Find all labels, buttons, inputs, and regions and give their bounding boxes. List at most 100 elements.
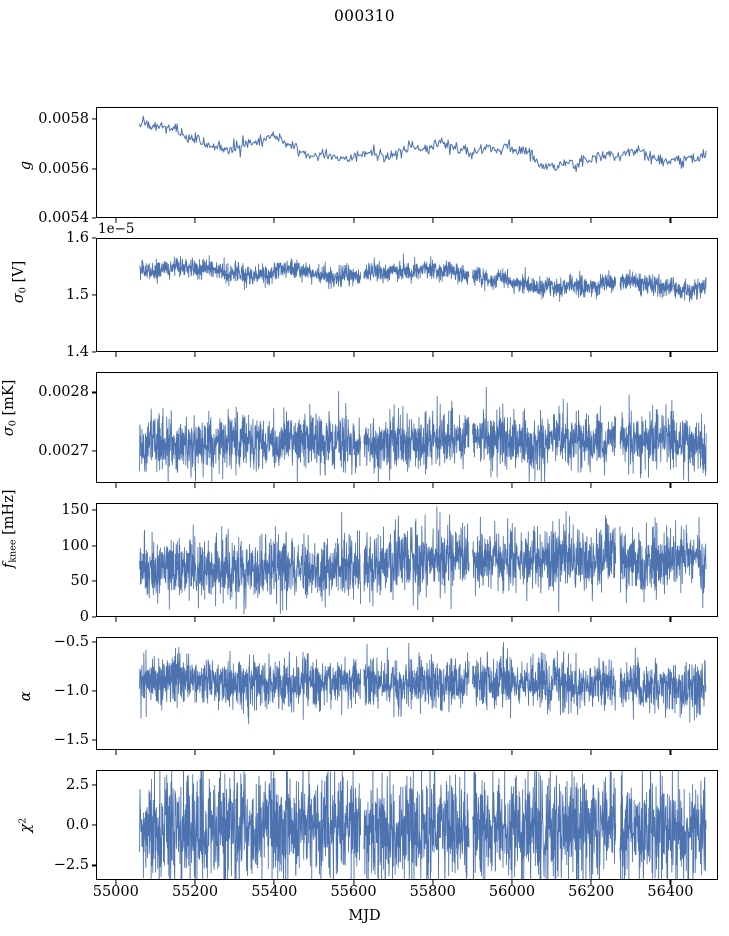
x-tick-mark bbox=[590, 880, 592, 885]
x-tick-mark bbox=[590, 218, 592, 223]
data-series-panel-2 bbox=[139, 253, 707, 303]
x-tick-mark bbox=[352, 352, 355, 357]
x-tick-mark bbox=[194, 352, 196, 357]
series-path bbox=[139, 386, 707, 482]
data-series-panel-4 bbox=[139, 506, 707, 615]
x-tick-mark bbox=[115, 352, 117, 357]
series-path bbox=[139, 641, 707, 725]
y-tick-mark bbox=[91, 824, 96, 826]
y-tick-mark bbox=[91, 168, 96, 170]
x-tick-mark bbox=[273, 483, 275, 488]
y-tick-mark bbox=[91, 118, 96, 120]
x-tick-label: 56400 bbox=[647, 884, 694, 900]
x-tick-mark bbox=[194, 218, 196, 223]
x-tick-mark bbox=[273, 617, 275, 622]
y-tick-mark bbox=[91, 237, 96, 239]
y-tick-mark bbox=[91, 690, 96, 692]
data-series-panel-1 bbox=[139, 115, 707, 173]
x-tick-label: 56000 bbox=[488, 884, 536, 900]
figure-title: 000310 bbox=[334, 7, 395, 25]
y-tick-label: 2.5 bbox=[65, 776, 89, 793]
x-tick-mark bbox=[432, 352, 434, 357]
x-tick-mark bbox=[273, 750, 275, 755]
y-axis-offset-text: 1e−5 bbox=[98, 221, 135, 237]
y-tick-label: 1.4 bbox=[65, 343, 89, 360]
x-tick-mark bbox=[511, 617, 513, 622]
y-tick-label: −2.5 bbox=[53, 857, 89, 874]
y-tick-label: 150 bbox=[61, 501, 89, 518]
data-series-panel-6 bbox=[139, 771, 707, 879]
x-tick-mark bbox=[590, 750, 592, 755]
y-tick-mark bbox=[91, 450, 96, 452]
y-tick-label: −1.5 bbox=[53, 731, 89, 748]
y-tick-label: 1.5 bbox=[65, 286, 89, 303]
x-tick-mark bbox=[115, 218, 117, 223]
x-tick-mark bbox=[590, 483, 592, 488]
series-path bbox=[139, 253, 707, 303]
x-tick-mark bbox=[352, 218, 355, 223]
axes-frame-panel-6 bbox=[96, 770, 718, 880]
y-tick-mark bbox=[91, 351, 96, 353]
y-tick-label: 0.0056 bbox=[38, 160, 89, 177]
y-tick-label: 50 bbox=[70, 573, 89, 590]
data-series-panel-5 bbox=[139, 641, 707, 725]
x-tick-mark bbox=[115, 617, 117, 622]
x-tick-mark bbox=[669, 352, 671, 357]
x-tick-mark bbox=[352, 483, 355, 488]
y-tick-label: 0.0027 bbox=[38, 442, 89, 459]
y-tick-mark bbox=[91, 391, 96, 393]
x-tick-mark bbox=[511, 352, 513, 357]
x-tick-mark bbox=[273, 352, 275, 357]
x-axis-label: MJD bbox=[348, 908, 381, 924]
x-tick-mark bbox=[352, 750, 355, 755]
x-tick-mark bbox=[352, 617, 355, 622]
x-tick-mark bbox=[432, 483, 434, 488]
x-tick-mark bbox=[511, 483, 513, 488]
axes-frame-panel-1 bbox=[96, 107, 718, 218]
series-path bbox=[139, 771, 707, 879]
x-tick-mark bbox=[432, 880, 434, 885]
y-tick-mark bbox=[91, 217, 96, 219]
axes-frame-panel-5 bbox=[96, 637, 718, 750]
x-tick-mark bbox=[352, 880, 355, 885]
y-tick-mark bbox=[91, 616, 96, 618]
y-tick-mark bbox=[91, 509, 96, 511]
x-tick-mark bbox=[511, 218, 513, 223]
y-tick-label: −0.5 bbox=[53, 633, 89, 650]
x-tick-mark bbox=[115, 483, 117, 488]
plot-panel-6: χ2 −2.5 0.0 2.5 bbox=[17, 770, 718, 885]
x-tick-mark bbox=[194, 617, 196, 622]
x-tick-mark bbox=[194, 880, 196, 885]
x-tick-mark bbox=[432, 617, 434, 622]
x-tick-label: 55800 bbox=[409, 884, 456, 900]
plot-panel-4: fknee [mHz] 0 50 100 150 bbox=[1, 489, 718, 624]
y-tick-mark bbox=[91, 294, 96, 296]
axes-frame-panel-2 bbox=[96, 238, 718, 352]
y-tick-mark bbox=[91, 784, 96, 786]
x-tick-mark bbox=[511, 750, 513, 755]
plot-panel-5: α −1.5 −1.0 −0.5 bbox=[18, 635, 718, 755]
x-tick-mark bbox=[432, 750, 434, 755]
plot-panel-3: σ0 [mK] 0.0027 0.0028 bbox=[1, 372, 718, 488]
data-series-panel-3 bbox=[139, 386, 707, 482]
x-tick-label: 55200 bbox=[171, 884, 219, 900]
y-tick-label: 0 bbox=[79, 608, 89, 625]
plot-panel-1: g 0.0054 0.0056 0.0058 bbox=[18, 107, 718, 225]
y-tick-mark bbox=[91, 641, 96, 643]
y-tick-mark bbox=[91, 545, 96, 547]
y-tick-mark bbox=[91, 864, 96, 866]
y-tick-label: 0.0028 bbox=[38, 384, 89, 401]
y-tick-label: 1.6 bbox=[65, 229, 89, 246]
x-tick-mark bbox=[194, 750, 196, 755]
x-tick-mark bbox=[590, 617, 592, 622]
x-tick-mark bbox=[115, 750, 117, 755]
x-axis-tick-labels: 55000 55200 55400 55600 55800 56000 56200 56400 bbox=[93, 884, 718, 906]
x-tick-mark bbox=[669, 617, 671, 622]
x-tick-mark bbox=[273, 880, 275, 885]
x-tick-mark bbox=[511, 880, 513, 885]
y-tick-label: 0.0058 bbox=[38, 111, 89, 128]
y-tick-label: 0.0054 bbox=[38, 209, 89, 226]
series-path bbox=[139, 506, 707, 615]
x-tick-label: 55600 bbox=[330, 884, 377, 900]
